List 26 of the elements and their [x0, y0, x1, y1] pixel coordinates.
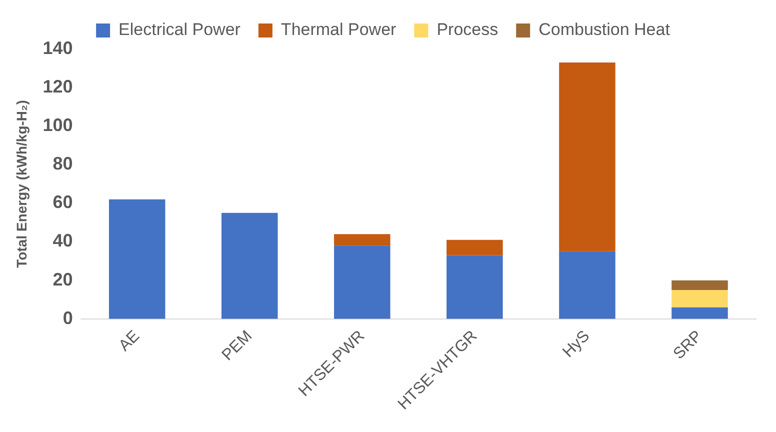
- legend-label: Combustion Heat: [538, 20, 670, 40]
- bar: [446, 240, 503, 256]
- legend-label: Process: [436, 20, 498, 40]
- y-tick-label: 120: [42, 76, 73, 97]
- y-tick-label: 20: [52, 269, 73, 290]
- x-tick-label: HyS: [560, 328, 594, 361]
- y-tick-label: 100: [42, 115, 73, 136]
- bar: [672, 280, 728, 290]
- bar: [334, 246, 390, 319]
- y-tick-label: 80: [52, 154, 73, 174]
- y-axis-title: Total Energy (kWh/kg-H₂): [13, 100, 30, 268]
- bar: [559, 62, 616, 252]
- legend-label: Thermal Power: [280, 20, 397, 40]
- bar: [559, 251, 616, 319]
- y-tick-label: 0: [62, 308, 73, 328]
- bar: [446, 255, 503, 319]
- bar: [672, 290, 728, 308]
- y-tick-label: 40: [52, 230, 73, 251]
- bar: [334, 234, 390, 246]
- y-tick-label: 140: [42, 38, 73, 58]
- bar: [108, 199, 166, 319]
- bar: [672, 307, 728, 319]
- x-tick-label: AE: [116, 328, 144, 355]
- bar: [221, 212, 278, 319]
- legend-label: Electrical Power: [118, 20, 241, 40]
- y-tick-label: 60: [52, 192, 73, 212]
